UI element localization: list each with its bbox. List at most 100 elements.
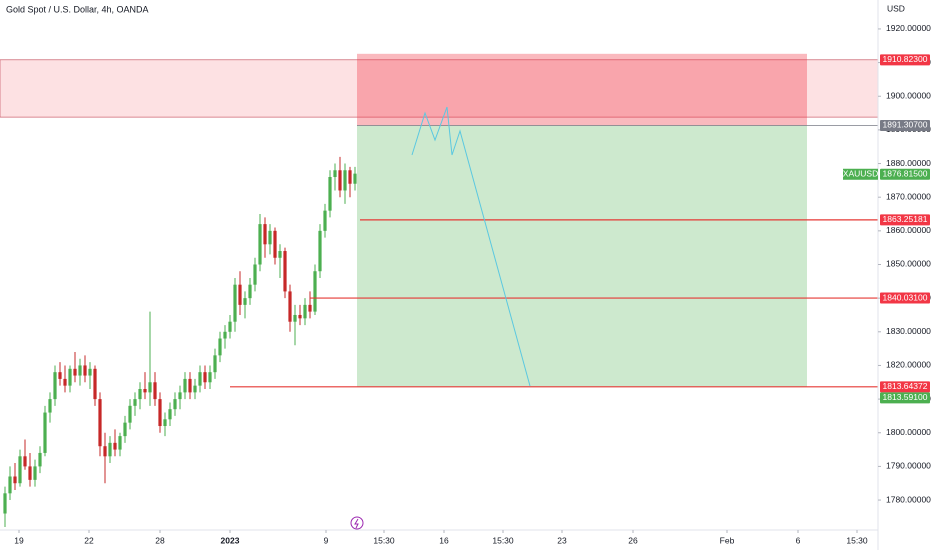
candle-body: [148, 382, 152, 393]
candle-body: [348, 170, 352, 184]
candle-body: [128, 405, 132, 423]
candle-body: [173, 399, 177, 410]
symbol-tag-label: XAUUSD: [843, 169, 878, 179]
y-tick-label: 1800.00000: [886, 427, 931, 437]
candle-body: [253, 264, 257, 285]
candle-body: [138, 389, 142, 400]
candle-body: [293, 314, 297, 322]
price-tag-label: 1813.64372: [883, 381, 928, 391]
candle-body: [228, 321, 232, 332]
x-tick-label: 16: [439, 535, 449, 545]
reward-box: [357, 125, 807, 387]
candle-body: [18, 456, 22, 484]
price-tag: [880, 54, 930, 66]
candle-body: [33, 466, 37, 480]
candle-body: [153, 382, 157, 400]
x-tick-label: 2023: [221, 535, 240, 545]
candle-body: [98, 399, 102, 447]
candle-body: [83, 365, 87, 376]
candle-body: [68, 368, 72, 386]
axes: 1780.000001790.000001800.000001810.00000…: [14, 23, 931, 545]
candle-body: [203, 372, 207, 383]
candle-body: [288, 291, 292, 322]
event-icon[interactable]: [350, 516, 364, 530]
candle-body: [93, 368, 97, 400]
unit-label: USD: [887, 3, 905, 13]
candle-body: [88, 368, 92, 376]
candle-body: [218, 338, 222, 356]
candle-body: [48, 399, 52, 413]
candle-body: [28, 466, 32, 480]
candle-body: [73, 368, 77, 376]
candle-body: [63, 378, 67, 386]
candle-body: [58, 372, 62, 379]
candle-body: [198, 372, 202, 386]
price-tag: [880, 392, 930, 404]
candle-body: [208, 372, 212, 383]
candle-body: [143, 389, 147, 393]
price-tag: [880, 119, 930, 131]
candle-body: [328, 177, 332, 211]
candle-body: [323, 210, 327, 231]
y-tick-label: 1860.00000: [886, 225, 931, 235]
candle-body: [338, 170, 342, 191]
candle-body: [103, 446, 107, 457]
candle-body: [193, 385, 197, 393]
candle-body: [263, 224, 267, 245]
candle-body: [108, 442, 112, 457]
candle-body: [273, 230, 277, 258]
candle-body: [238, 284, 242, 305]
candle-body: [283, 251, 287, 292]
candle-body: [13, 476, 17, 484]
y-tick-label: 1820.00000: [886, 360, 931, 370]
x-tick-label: 15:30: [846, 535, 868, 545]
candle-body: [243, 298, 247, 305]
chart-title: Gold Spot / U.S. Dollar, 4h, OANDA: [6, 4, 149, 14]
price-tag-label: 1891.30700: [883, 120, 928, 130]
y-tick-label: 1870.00000: [886, 191, 931, 201]
candle-body: [308, 304, 312, 312]
candle-body: [188, 378, 192, 393]
price-tag-label: 1813.59100: [883, 392, 928, 402]
candle-body: [313, 271, 317, 312]
y-tick-label: 1900.00000: [886, 90, 931, 100]
candle-body: [258, 224, 262, 265]
candle-body: [298, 314, 302, 319]
candle-body: [23, 456, 27, 467]
price-tag-label: 1840.03100: [883, 292, 928, 302]
candle-body: [163, 419, 167, 427]
y-tick-label: 1920.00000: [886, 23, 931, 33]
candle-body: [268, 230, 272, 245]
levels: [230, 219, 878, 388]
price-tag: [880, 381, 930, 393]
x-tick-label: 6: [796, 535, 801, 545]
y-tick-label: 1880.00000: [886, 158, 931, 168]
candle-body: [123, 422, 127, 437]
candle-body: [343, 170, 347, 191]
candle-body: [178, 392, 182, 400]
price-tag-label: 1910.82300: [883, 54, 928, 64]
candle-body: [78, 365, 82, 376]
candle-body: [223, 331, 227, 339]
price-tag: [880, 168, 930, 180]
candle-body: [53, 372, 57, 400]
x-tick-label: 9: [324, 535, 329, 545]
candle-body: [168, 409, 172, 420]
risk-box: [357, 53, 807, 126]
candle-body: [248, 284, 252, 299]
candle-body: [118, 436, 122, 450]
y-tick-label: 1830.00000: [886, 326, 931, 336]
y-tick-label: 1790.00000: [886, 461, 931, 471]
projection-path: [411, 106, 531, 387]
candle-body: [213, 355, 217, 373]
y-tick-label: 1850.00000: [886, 259, 931, 269]
candles: [3, 156, 357, 527]
symbol-tag: [843, 168, 878, 180]
x-tick-label: Feb: [720, 535, 735, 545]
candle-body: [8, 476, 12, 494]
price-tag: [880, 214, 930, 226]
candle-body: [3, 493, 7, 514]
